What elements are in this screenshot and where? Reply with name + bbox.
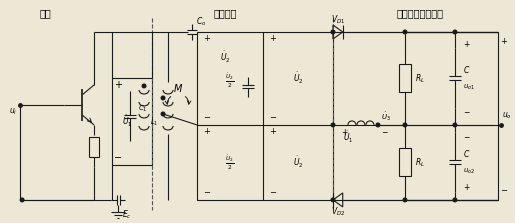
Text: $C_1$: $C_1$	[138, 103, 148, 114]
Text: $u_o$: $u_o$	[502, 110, 512, 121]
Circle shape	[453, 198, 457, 202]
Circle shape	[142, 84, 146, 88]
Text: −: −	[381, 128, 387, 137]
Text: $E_c$: $E_c$	[122, 209, 132, 221]
Text: +: +	[203, 35, 211, 43]
Circle shape	[453, 123, 457, 127]
Text: $V_{D2}$: $V_{D2}$	[331, 206, 345, 218]
Circle shape	[403, 198, 407, 202]
Text: +: +	[269, 35, 277, 43]
Circle shape	[403, 30, 407, 34]
Circle shape	[161, 112, 165, 116]
Text: −: −	[269, 114, 277, 122]
Text: +: +	[500, 37, 507, 46]
Text: $R_L$: $R_L$	[415, 156, 425, 169]
Text: $\frac{\dot{U}_2}{2}$: $\frac{\dot{U}_2}{2}$	[226, 70, 234, 90]
Text: −: −	[463, 108, 469, 117]
Bar	[89, 137, 99, 157]
Text: 平衡叠加型鉴相器: 平衡叠加型鉴相器	[397, 8, 443, 18]
Text: −: −	[500, 186, 507, 195]
Circle shape	[403, 123, 407, 127]
Text: $\frac{\dot{U}_2}{2}$: $\frac{\dot{U}_2}{2}$	[226, 153, 234, 172]
Circle shape	[331, 30, 335, 34]
Text: $\dot{U}_3$: $\dot{U}_3$	[381, 110, 391, 124]
Text: $C_o$: $C_o$	[196, 16, 207, 28]
Text: $M$: $M$	[173, 82, 183, 94]
Text: −: −	[203, 114, 211, 122]
Text: $u_{o2}$: $u_{o2}$	[463, 166, 475, 176]
Text: $R_L$: $R_L$	[415, 72, 425, 85]
Text: +: +	[114, 80, 122, 90]
Text: $V_{D1}$: $V_{D1}$	[331, 14, 345, 26]
Text: −: −	[463, 133, 469, 142]
Text: +: +	[269, 128, 277, 136]
Text: 变换网络: 变换网络	[213, 8, 237, 18]
Text: +: +	[463, 183, 469, 192]
Text: −: −	[269, 188, 277, 197]
Text: −: −	[114, 153, 122, 163]
Bar	[399, 149, 411, 176]
Text: −: −	[203, 188, 211, 197]
Circle shape	[453, 30, 457, 34]
Text: $u_{o1}$: $u_{o1}$	[463, 83, 475, 92]
FancyArrowPatch shape	[185, 97, 191, 104]
Circle shape	[331, 198, 335, 202]
Bar	[112, 78, 152, 165]
Circle shape	[376, 123, 380, 127]
Circle shape	[20, 198, 24, 202]
Text: 放大: 放大	[39, 8, 51, 18]
Text: +: +	[341, 128, 347, 137]
Text: $C$: $C$	[463, 64, 470, 75]
Text: +: +	[463, 40, 469, 49]
Text: $\dot{U}_2$: $\dot{U}_2$	[220, 49, 230, 65]
Text: $L_1$: $L_1$	[150, 118, 159, 128]
Text: +: +	[203, 128, 211, 136]
Circle shape	[331, 123, 335, 127]
Bar	[197, 32, 333, 200]
FancyArrowPatch shape	[165, 97, 171, 104]
Text: $\dot{U}_1$: $\dot{U}_1$	[343, 129, 353, 145]
Text: $\dot{U}_2$: $\dot{U}_2$	[293, 71, 303, 86]
Bar	[399, 64, 411, 93]
Text: $\dot{U}_1$: $\dot{U}_1$	[122, 114, 132, 129]
Text: $u_i$: $u_i$	[9, 107, 17, 118]
Circle shape	[161, 96, 165, 100]
Text: $C$: $C$	[463, 149, 470, 159]
Text: $\dot{U}_2$: $\dot{U}_2$	[293, 155, 303, 170]
